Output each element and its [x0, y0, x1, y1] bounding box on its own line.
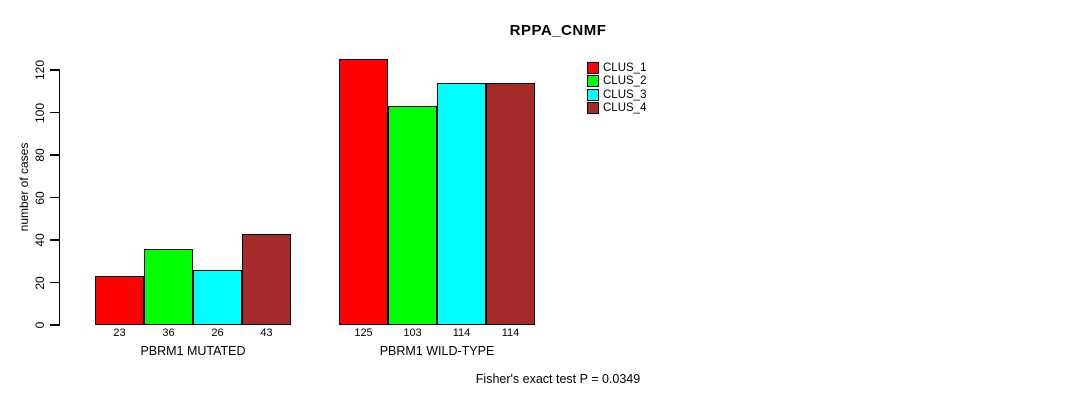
bar-value-label: 43 — [260, 327, 273, 339]
bar-value-label: 23 — [113, 327, 126, 339]
legend-row: CLUS_1 — [587, 61, 646, 75]
y-tick-mark — [50, 196, 60, 199]
bar-value-label: 26 — [211, 327, 224, 339]
group-label: PBRM1 MUTATED — [140, 344, 246, 358]
bar-clus_3-mutated — [193, 269, 242, 325]
legend-label: CLUS_2 — [603, 75, 647, 88]
y-tick-label: 100 — [33, 102, 47, 123]
y-tick-mark — [50, 239, 60, 241]
bar-value-label: 114 — [452, 327, 471, 339]
bar-value-label: 36 — [162, 327, 175, 339]
fisher-test-annotation: Fisher's exact test P = 0.0349 — [475, 372, 641, 386]
legend-swatch-clus_4 — [587, 102, 599, 115]
y-tick-label: 120 — [33, 59, 47, 81]
bar-clus_2-wildtype — [388, 106, 437, 325]
legend-label: CLUS_4 — [603, 102, 647, 115]
legend-row: CLUS_3 — [587, 88, 646, 102]
y-tick-label: 80 — [33, 148, 47, 162]
bar-clus_3-wildtype — [437, 82, 486, 325]
legend-swatch-clus_2 — [587, 75, 599, 88]
legend-row: CLUS_4 — [587, 102, 646, 116]
y-tick-mark — [50, 69, 60, 71]
bar-value-label: 103 — [403, 327, 422, 339]
bar-value-label: 125 — [354, 327, 373, 339]
y-tick-mark — [50, 324, 60, 326]
y-tick-mark — [50, 281, 60, 284]
bar-clus_2-mutated — [144, 248, 193, 325]
legend-swatch-clus_3 — [587, 88, 599, 101]
y-tick-label: 60 — [33, 190, 47, 205]
chart-title: RPPA_CNMF — [509, 22, 607, 39]
y-tick-label: 20 — [33, 275, 47, 290]
y-tick-label: 0 — [33, 321, 47, 329]
legend-label: CLUS_1 — [603, 61, 647, 74]
bar-clus_1-mutated — [95, 276, 144, 325]
group-label: PBRM1 WILD-TYPE — [379, 344, 495, 358]
legend-label: CLUS_3 — [603, 88, 647, 101]
legend-row: CLUS_2 — [587, 75, 646, 89]
legend: CLUS_1 CLUS_2 CLUS_3 CLUS_4 — [587, 61, 646, 115]
y-tick-mark — [50, 111, 60, 114]
bar-value-label: 114 — [501, 327, 520, 339]
bar-clus_4-wildtype — [486, 82, 535, 325]
y-tick-label: 40 — [33, 233, 47, 247]
legend-swatch-clus_1 — [587, 61, 599, 74]
y-tick-mark — [50, 154, 60, 156]
bar-clus_4-mutated — [242, 233, 291, 325]
bar-clus_1-wildtype — [339, 59, 388, 325]
y-axis-label: number of cases — [17, 142, 31, 232]
